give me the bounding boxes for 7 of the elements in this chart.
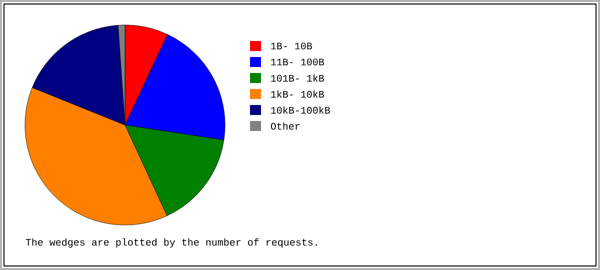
legend-label: 11B- 100B (271, 58, 324, 66)
text: The wedges are plotted by the number of requests. (26, 238, 317, 248)
legend-label: 1kB- 10kB (271, 90, 324, 98)
legend-label: 10kB-100kB (271, 106, 330, 114)
legend-label: Other (270, 122, 300, 130)
legend-label: 1B- 10B (271, 42, 312, 50)
legend-label: 101B- 1kB (271, 74, 324, 82)
